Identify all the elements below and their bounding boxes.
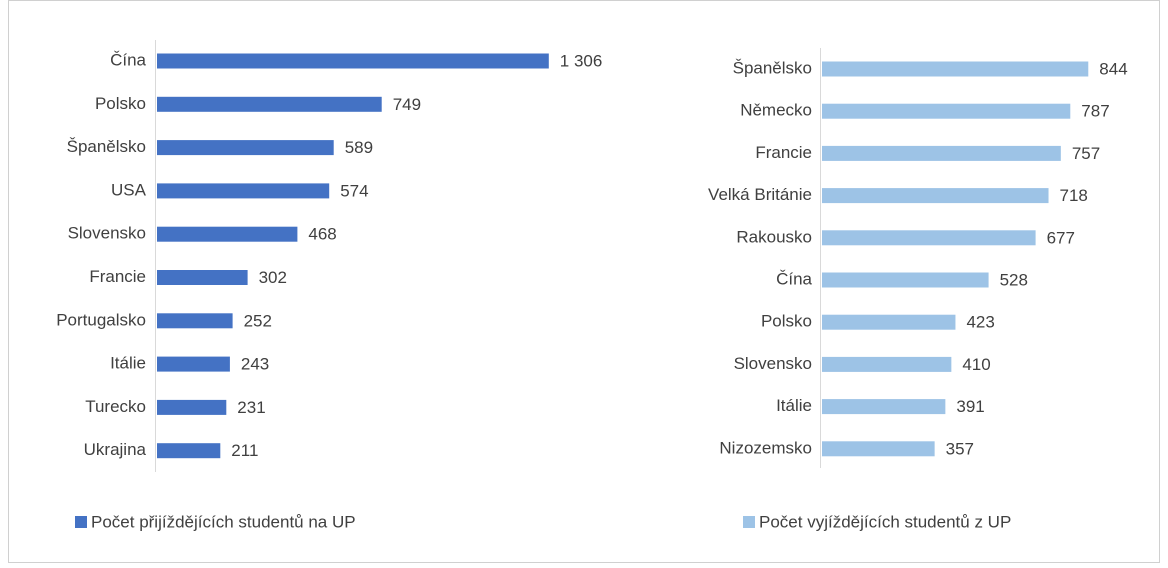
value-label: 757	[1072, 144, 1100, 163]
category-label: Čína	[776, 269, 812, 288]
value-label: 231	[237, 398, 265, 417]
category-label: Itálie	[110, 354, 146, 373]
bar	[822, 356, 952, 372]
value-label: 749	[393, 95, 421, 114]
value-label: 391	[956, 397, 984, 416]
bar	[157, 53, 549, 69]
category-label: Španělsko	[733, 58, 812, 77]
bar	[822, 103, 1071, 119]
bar	[157, 356, 230, 372]
category-label: Polsko	[761, 312, 812, 331]
value-label: 211	[231, 441, 258, 460]
bar	[157, 270, 248, 285]
value-label: 410	[962, 355, 990, 374]
bar	[157, 399, 227, 415]
category-label: Španělsko	[67, 137, 146, 156]
value-label: 252	[244, 311, 272, 330]
category-label: Turecko	[85, 397, 146, 416]
legend-label: Počet vyjíždějících studentů z UP	[759, 512, 1011, 531]
category-label: Rakousko	[736, 227, 812, 246]
category-label: Ukrajina	[84, 440, 147, 459]
value-label: 589	[345, 138, 373, 157]
legend-swatch	[75, 516, 87, 528]
category-label: Slovensko	[68, 224, 146, 243]
bar	[822, 441, 935, 457]
value-label: 1 306	[560, 51, 603, 70]
category-label: Velká Británie	[708, 185, 812, 204]
legend-swatch	[743, 516, 755, 528]
value-label: 528	[1000, 270, 1028, 289]
bar	[157, 443, 221, 459]
value-label: 574	[340, 181, 368, 200]
bar	[822, 230, 1036, 246]
category-label: Francie	[755, 143, 812, 162]
category-label: Portugalsko	[56, 310, 146, 329]
value-label: 787	[1081, 102, 1109, 121]
bar	[822, 314, 956, 330]
category-label: Nizozemsko	[719, 438, 812, 457]
value-label: 718	[1060, 186, 1088, 205]
value-label: 468	[308, 225, 336, 244]
value-label: 423	[966, 313, 994, 332]
value-label: 357	[946, 439, 974, 458]
bar	[157, 313, 233, 329]
value-label: 844	[1099, 59, 1127, 78]
legend-label: Počet přijíždějících studentů na UP	[91, 512, 356, 531]
category-label: Itálie	[776, 396, 812, 415]
bar	[822, 145, 1061, 161]
bar	[822, 272, 989, 288]
category-label: Německo	[740, 101, 812, 120]
value-label: 243	[241, 355, 269, 374]
category-label: Čína	[110, 50, 146, 69]
value-label: 677	[1047, 228, 1075, 247]
category-label: USA	[111, 180, 147, 199]
bar	[157, 96, 382, 112]
bar	[157, 140, 334, 156]
bar	[157, 226, 298, 242]
category-label: Polsko	[95, 94, 146, 113]
bar	[822, 188, 1049, 204]
value-label: 302	[259, 268, 287, 287]
category-label: Francie	[89, 267, 146, 286]
category-label: Slovensko	[734, 354, 812, 373]
bar	[822, 399, 946, 415]
bar	[157, 183, 330, 199]
bar	[822, 61, 1089, 77]
